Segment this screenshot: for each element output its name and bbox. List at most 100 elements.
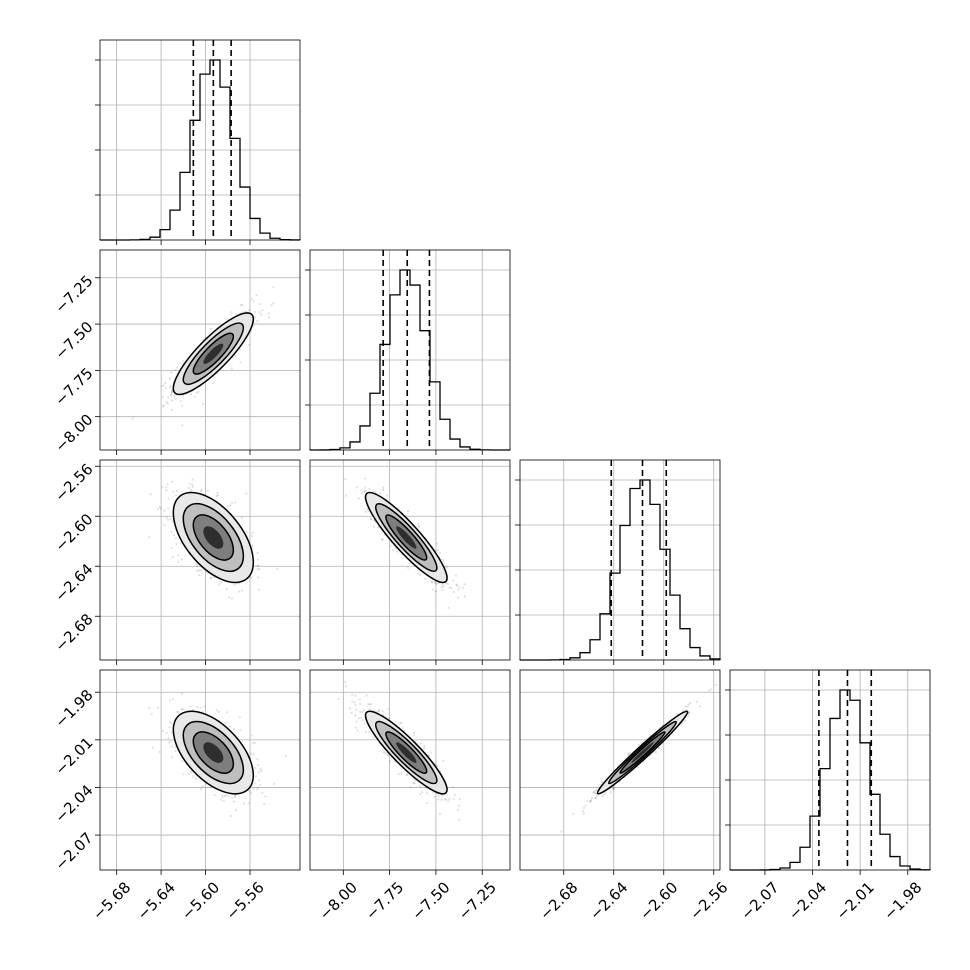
scatter-point	[161, 486, 164, 489]
scatter-point	[245, 530, 248, 533]
scatter-point	[417, 522, 420, 525]
scatter-point	[216, 372, 219, 375]
scatter-point	[238, 716, 241, 719]
scatter-point	[174, 369, 177, 372]
scatter-point	[250, 792, 253, 795]
scatter-point	[174, 397, 177, 400]
contour-line	[619, 731, 666, 774]
scatter-point	[458, 797, 461, 801]
scatter-point	[168, 741, 171, 744]
scatter-point	[417, 572, 420, 575]
scatter-point	[628, 751, 631, 755]
scatter-point	[195, 563, 198, 566]
scatter-point	[421, 790, 424, 794]
scatter-point	[164, 386, 168, 390]
scatter-point	[364, 477, 367, 480]
scatter-point	[596, 795, 599, 798]
scatter-point	[259, 302, 262, 306]
scatter-point	[216, 494, 219, 497]
scatter-point	[430, 580, 433, 584]
scatter-point	[458, 818, 461, 821]
scatter-point	[229, 504, 232, 507]
scatter-point	[170, 745, 173, 748]
scatter-point	[582, 806, 586, 809]
scatter-point	[355, 726, 358, 729]
scatter-point	[436, 548, 440, 552]
x-tick-label: −5.60	[178, 878, 223, 923]
scatter-point	[364, 510, 367, 513]
scatter-point	[423, 745, 426, 748]
scatter-point	[350, 711, 353, 714]
density-level	[631, 742, 654, 763]
scatter-point	[284, 754, 287, 758]
scatter-point	[259, 783, 262, 787]
scatter-point	[356, 729, 359, 732]
contour-line	[596, 710, 689, 795]
scatter-point	[147, 536, 151, 539]
scatter-point	[250, 576, 253, 579]
scatter-point	[369, 517, 372, 520]
scatter-point	[161, 395, 165, 398]
scatter-point	[226, 711, 229, 714]
scatter-point	[386, 494, 389, 497]
scatter-point	[239, 361, 242, 364]
scatter-point	[376, 710, 379, 713]
y-tick-label: −2.04	[51, 781, 96, 826]
scatter-point	[604, 791, 607, 794]
scatter-point	[210, 576, 213, 579]
scatter-point	[228, 596, 231, 599]
scatter-point	[196, 565, 199, 568]
scatter-point	[381, 538, 384, 541]
y-tick-label: −1.98	[51, 686, 96, 731]
scatter-point	[438, 812, 442, 816]
scatter-point	[261, 791, 264, 794]
scatter-point	[270, 304, 273, 307]
scatter-point	[203, 705, 206, 708]
scatter-point	[168, 699, 172, 702]
scatter-point	[181, 760, 184, 763]
scatter-point	[158, 505, 162, 509]
scatter-point	[258, 568, 261, 571]
scatter-point	[456, 584, 459, 587]
density-level	[203, 742, 224, 763]
scatter-point	[378, 708, 381, 711]
scatter-point	[684, 705, 687, 708]
scatter-point	[213, 794, 216, 797]
scatter-point	[193, 395, 196, 399]
scatter-point	[412, 731, 415, 734]
scatter-point	[200, 569, 203, 572]
scatter-point	[180, 708, 184, 711]
scatter-point	[412, 734, 415, 737]
scatter-point	[272, 286, 275, 289]
scatter-point	[370, 702, 373, 706]
scatter-point	[170, 399, 174, 402]
scatter-point	[418, 784, 422, 787]
scatter-point	[192, 708, 195, 711]
scatter-point	[241, 303, 244, 307]
scatter-point	[687, 703, 690, 706]
scatter-point	[200, 488, 203, 491]
scatter-point	[608, 788, 611, 791]
frame-layer	[99, 39, 931, 871]
scatter-point	[589, 800, 592, 803]
scatter-point	[360, 711, 363, 714]
scatter-point	[440, 585, 443, 589]
scatter-point	[442, 759, 445, 763]
scatter-point	[590, 797, 593, 800]
scatter-point	[337, 697, 340, 701]
scatter-point	[225, 587, 228, 591]
contour-line	[182, 720, 245, 785]
scatter-point	[444, 797, 447, 801]
scatter-point	[191, 775, 195, 778]
scatter-point	[166, 507, 170, 510]
scatter-point	[227, 794, 230, 797]
scatter-point	[206, 489, 209, 492]
scatter-point	[363, 490, 366, 493]
scatter-point	[215, 494, 218, 498]
scatter-point	[172, 534, 176, 537]
scatter-point	[358, 698, 361, 701]
scatter-point	[399, 721, 402, 725]
scatter-point	[257, 564, 260, 567]
scatter-point	[197, 569, 201, 572]
scatter-point	[216, 491, 219, 494]
